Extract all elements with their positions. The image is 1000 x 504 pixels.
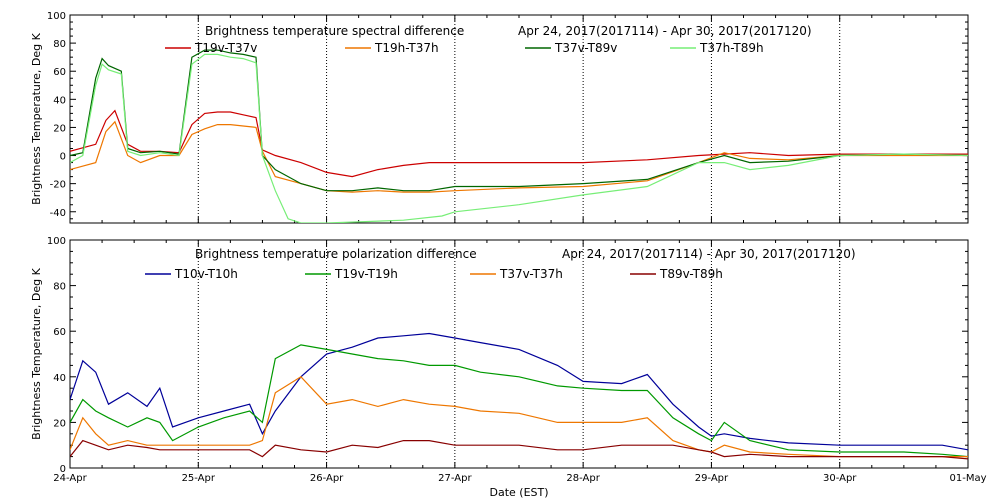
series-line	[70, 344, 968, 458]
y-tick-label: 60	[53, 67, 66, 78]
series-line	[70, 376, 968, 458]
x-tick-label: 27-Apr	[438, 473, 472, 484]
y-axis-label: Brightness Temperature, Deg K	[30, 267, 43, 439]
series-group	[70, 49, 968, 223]
y-axis-label: Brightness Temperature, Deg K	[30, 32, 43, 204]
legend-label: T89v-T89h	[659, 267, 723, 281]
series-line	[70, 439, 968, 460]
chart-title: Brightness temperature polarization diff…	[195, 247, 477, 261]
y-tick-label: 0	[60, 152, 66, 163]
x-tick-label: 29-Apr	[695, 473, 729, 484]
legend-label: T37v-T37h	[499, 267, 563, 281]
series-line	[70, 49, 968, 192]
top-chart-panel: -40 -20 0 20 40 60 80 100 Brightness Temperature…	[30, 11, 969, 224]
x-tick-label: 26-Apr	[310, 473, 344, 484]
chart-date-range: Apr 24, 2017(2017114) - Apr 30, 2017(201…	[518, 24, 812, 38]
y-tick-label: 80	[53, 282, 66, 293]
chart-title: Brightness temperature spectral differen…	[205, 24, 464, 38]
y-tick-label: 20	[53, 123, 66, 134]
x-tick-label: 24-Apr	[53, 473, 87, 484]
y-tick-label: -40	[50, 208, 66, 219]
legend-label: T19h-T37h	[374, 41, 439, 55]
bottom-chart-panel: 0 20 40 60 80 100 24-Apr 25-Apr 26-Apr 27-Apr 28-A…	[30, 236, 987, 499]
x-tick-label: 28-Apr	[566, 473, 600, 484]
legend-label: T19v-T19h	[334, 267, 398, 281]
series-line	[70, 109, 968, 178]
y-tick-label: 100	[47, 11, 66, 22]
y-tick-label: 40	[53, 373, 66, 384]
legend-label: T37h-T89h	[699, 41, 764, 55]
legend-label: T37v-T89v	[554, 41, 617, 55]
x-tick-label: 30-Apr	[823, 473, 857, 484]
x-tick-label: 01-May	[949, 473, 986, 484]
y-tick-label: 0	[60, 464, 66, 475]
y-tick-label: 80	[53, 39, 66, 50]
y-tick-label: 100	[47, 236, 66, 247]
series-line	[70, 53, 968, 223]
y-tick-label: 60	[53, 327, 66, 338]
y-tick-label: 40	[53, 95, 66, 106]
x-axis-label: Date (EST)	[489, 486, 548, 499]
chart-date-range: Apr 24, 2017(2017114) - Apr 30, 2017(201…	[562, 247, 856, 261]
y-tick-label: 20	[53, 418, 66, 429]
x-tick-label: 25-Apr	[182, 473, 216, 484]
y-tick-label: -20	[50, 180, 66, 191]
legend-label: T10v-T10h	[174, 267, 238, 281]
series-line	[70, 332, 968, 451]
series-group	[70, 332, 968, 460]
legend-label: T19v-T37v	[194, 41, 257, 55]
